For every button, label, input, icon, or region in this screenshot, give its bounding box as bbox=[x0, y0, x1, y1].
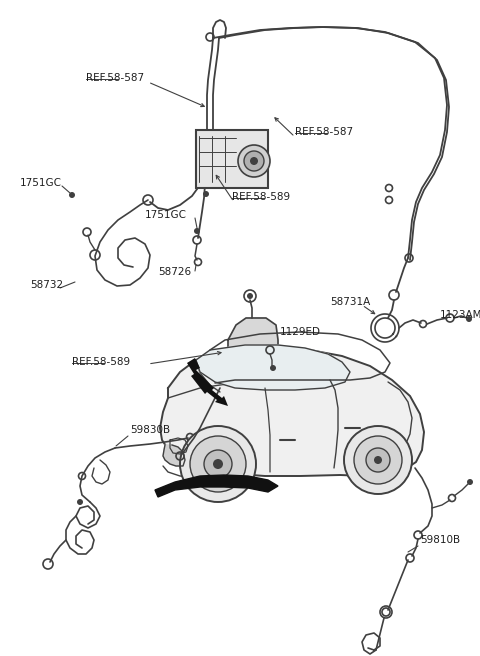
Text: REF.58-589: REF.58-589 bbox=[232, 192, 290, 202]
Circle shape bbox=[354, 436, 402, 484]
Polygon shape bbox=[196, 345, 350, 390]
Text: REF.58-587: REF.58-587 bbox=[295, 127, 353, 137]
Circle shape bbox=[250, 157, 258, 165]
Text: 58731A: 58731A bbox=[330, 297, 370, 307]
Circle shape bbox=[466, 316, 472, 322]
Bar bbox=[196, 130, 268, 188]
Circle shape bbox=[244, 151, 264, 171]
Polygon shape bbox=[160, 348, 424, 476]
Text: 58726: 58726 bbox=[158, 267, 191, 277]
Polygon shape bbox=[163, 445, 185, 466]
Circle shape bbox=[247, 293, 253, 299]
Circle shape bbox=[344, 426, 412, 494]
Text: 59830B: 59830B bbox=[130, 425, 170, 435]
Polygon shape bbox=[187, 358, 228, 406]
Circle shape bbox=[203, 191, 209, 197]
Text: REF.58-589: REF.58-589 bbox=[72, 357, 130, 367]
Circle shape bbox=[204, 450, 232, 478]
Circle shape bbox=[467, 479, 473, 485]
Circle shape bbox=[238, 145, 270, 177]
Circle shape bbox=[213, 459, 223, 469]
Text: 58732: 58732 bbox=[30, 280, 63, 290]
Text: 1751GC: 1751GC bbox=[145, 210, 187, 220]
Circle shape bbox=[374, 456, 382, 464]
Text: REF.58-587: REF.58-587 bbox=[86, 73, 144, 83]
Text: 59810B: 59810B bbox=[420, 535, 460, 545]
Polygon shape bbox=[155, 475, 278, 497]
Circle shape bbox=[190, 436, 246, 492]
Circle shape bbox=[270, 365, 276, 371]
Polygon shape bbox=[228, 318, 278, 368]
Text: 1123AM: 1123AM bbox=[440, 310, 480, 320]
Circle shape bbox=[69, 192, 75, 198]
Text: 1129ED: 1129ED bbox=[280, 327, 321, 337]
Circle shape bbox=[180, 426, 256, 502]
Circle shape bbox=[366, 448, 390, 472]
Circle shape bbox=[77, 499, 83, 505]
Circle shape bbox=[194, 228, 200, 234]
Text: 1751GC: 1751GC bbox=[20, 178, 62, 188]
